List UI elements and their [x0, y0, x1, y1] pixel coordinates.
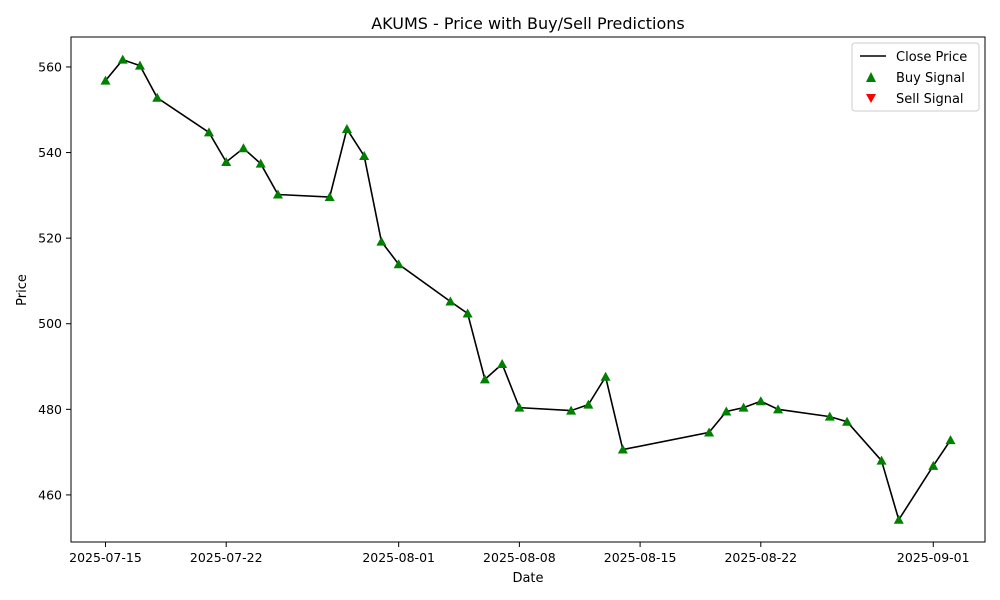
x-tick-label: 2025-08-22	[724, 550, 797, 565]
buy-signal-marker	[393, 259, 404, 269]
y-tick-label: 560	[38, 59, 62, 74]
buy-signal-marker	[773, 404, 784, 414]
legend-box	[851, 42, 980, 112]
y-tick-label: 500	[38, 316, 62, 331]
y-axis: 460 480 500 520 540 560	[38, 59, 71, 502]
close-price-line	[104, 58, 952, 522]
buy-signal-marker	[376, 236, 387, 246]
buy-signal-marker	[755, 396, 766, 406]
buy-signal-marker	[238, 143, 249, 153]
y-axis-label: Price	[15, 274, 30, 306]
buy-signal-marker	[945, 435, 956, 445]
x-tick-label: 2025-07-22	[190, 550, 263, 565]
legend-sell-signal-label: Sell Signal	[896, 92, 964, 107]
y-tick-label: 520	[38, 231, 62, 246]
x-tick-label: 2025-09-01	[897, 550, 970, 565]
buy-signal-marker	[600, 371, 611, 381]
y-tick-label: 540	[38, 145, 62, 160]
legend-buy-signal-label: Buy Signal	[896, 71, 965, 86]
buy-signal-marker	[203, 127, 214, 137]
y-tick-label: 480	[38, 402, 62, 417]
buy-signal-marker	[462, 308, 473, 318]
x-tick-label: 2025-08-01	[362, 550, 435, 565]
buy-signal-marker	[117, 54, 128, 64]
buy-signal-marker	[221, 156, 232, 166]
x-tick-label: 2025-08-08	[483, 550, 556, 565]
buy-signal-marker	[842, 416, 853, 426]
buy-signal-marker	[876, 455, 887, 465]
buy-signal-marker	[824, 411, 835, 421]
x-axis-label: Date	[512, 571, 543, 586]
plot-area	[100, 54, 956, 524]
x-tick-label: 2025-07-15	[69, 550, 142, 565]
buy-signal-marker	[255, 158, 266, 168]
legend: Close Price Buy Signal Sell Signal	[851, 42, 980, 112]
legend-buy-signal-swatch	[866, 72, 876, 82]
buy-signal-marker	[341, 124, 352, 134]
y-tick-label: 460	[38, 487, 62, 502]
chart-title: AKUMS - Price with Buy/Sell Predictions	[371, 14, 685, 33]
x-tick-label: 2025-08-15	[604, 550, 677, 565]
buy-signal-marker	[100, 75, 111, 85]
buy-signal-marker	[324, 192, 335, 202]
buy-signal-marker	[134, 60, 145, 70]
buy-signal-marker	[583, 399, 594, 409]
buy-signal-marker	[928, 460, 939, 470]
buy-signal-marker	[893, 514, 904, 524]
buy-signal-marker	[479, 374, 490, 384]
buy-signal-marker	[152, 92, 163, 102]
buy-signal-marker	[445, 296, 456, 306]
legend-sell-signal-swatch	[866, 94, 876, 103]
buy-signal-marker	[721, 406, 732, 416]
buy-signal-marker	[272, 189, 283, 199]
x-axis: 2025-07-15 2025-07-22 2025-08-01 2025-08-08…	[69, 542, 970, 565]
buy-signal-marker	[617, 444, 628, 454]
legend-close-price-label: Close Price	[896, 50, 967, 65]
buy-signal-marker	[566, 405, 577, 415]
buy-signal-marker	[738, 402, 749, 412]
buy-signal-marker	[514, 402, 525, 412]
buy-signal-marker	[497, 358, 508, 368]
buy-signal-marker	[704, 427, 715, 437]
plot-frame	[70, 36, 986, 543]
buy-signal-marker	[359, 150, 370, 160]
